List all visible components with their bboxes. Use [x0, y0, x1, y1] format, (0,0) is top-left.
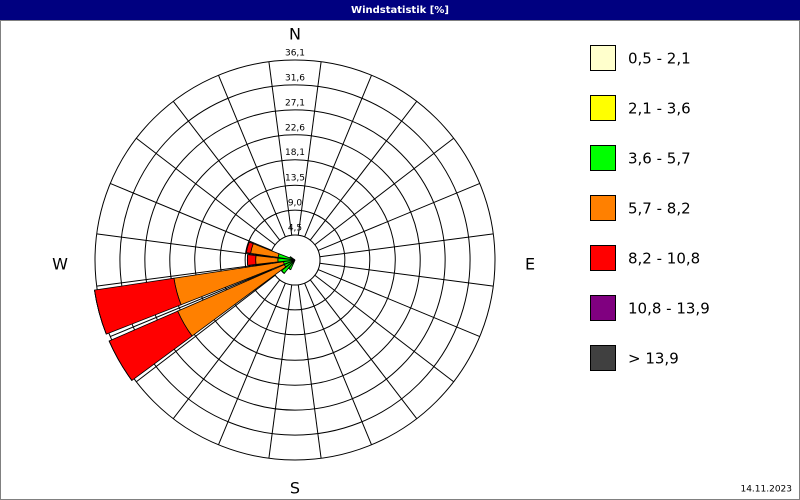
- compass-label: S: [290, 479, 300, 498]
- spoke: [172, 279, 281, 419]
- compass-label: W: [52, 255, 68, 274]
- compass-label: E: [525, 255, 535, 274]
- legend-swatch: [590, 145, 616, 171]
- spoke: [172, 101, 281, 241]
- date: 14.11.2023: [740, 485, 792, 495]
- ring-label: 22,6: [285, 123, 305, 133]
- ring: [169, 134, 421, 386]
- legend-label: 0,5 - 2,1: [628, 50, 691, 68]
- chart-title: Windstatistik [%]: [351, 5, 449, 16]
- spoke: [96, 233, 271, 258]
- wedge: [108, 340, 133, 381]
- spoke: [136, 137, 276, 246]
- spoke: [304, 75, 372, 238]
- ring: [244, 209, 346, 311]
- spoke: [304, 282, 372, 445]
- legend-swatch: [590, 95, 616, 121]
- legend-label: 8,2 - 10,8: [628, 250, 700, 268]
- legend-swatch: [590, 195, 616, 221]
- legend-swatch: [590, 45, 616, 71]
- ring-label: 13,5: [285, 174, 305, 184]
- legend-label: 2,1 - 3,6: [628, 100, 691, 118]
- wedge: [246, 254, 257, 266]
- ring: [144, 109, 446, 411]
- legend-label: 3,6 - 5,7: [628, 150, 691, 168]
- spoke: [218, 282, 286, 445]
- spoke: [110, 269, 273, 337]
- spoke: [309, 279, 418, 419]
- spoke: [309, 101, 418, 241]
- ring-label: 36,1: [285, 49, 305, 59]
- ring-label: 9,0: [288, 199, 303, 209]
- spoke: [317, 269, 480, 337]
- spoke: [297, 61, 322, 236]
- spoke: [317, 183, 480, 251]
- wedge: [245, 241, 250, 253]
- spoke: [319, 262, 494, 287]
- legend-label: 5,7 - 8,2: [628, 200, 691, 218]
- ring-label: 4,5: [288, 224, 302, 234]
- spoke: [136, 274, 276, 383]
- legend-label: > 13,9: [628, 350, 679, 368]
- spoke: [218, 75, 286, 238]
- legend-swatch: [590, 295, 616, 321]
- legend-label: 10,8 - 13,9: [628, 300, 710, 318]
- spoke: [268, 61, 293, 236]
- ring-label: 27,1: [285, 98, 305, 108]
- title-bar: [0, 0, 800, 20]
- ring: [194, 159, 396, 361]
- ring: [119, 84, 471, 436]
- legend-swatch: [590, 345, 616, 371]
- ring: [219, 184, 371, 336]
- spoke: [297, 284, 322, 459]
- spoke: [96, 262, 271, 287]
- ring: [94, 59, 496, 461]
- spoke: [314, 137, 454, 246]
- spoke: [268, 284, 293, 459]
- legend-swatch: [590, 245, 616, 271]
- ring-label: 31,6: [285, 73, 305, 83]
- spoke: [319, 233, 494, 258]
- ring-label: 18,1: [285, 148, 305, 158]
- spoke: [110, 183, 273, 251]
- compass-label: N: [289, 25, 301, 44]
- spoke: [314, 274, 454, 383]
